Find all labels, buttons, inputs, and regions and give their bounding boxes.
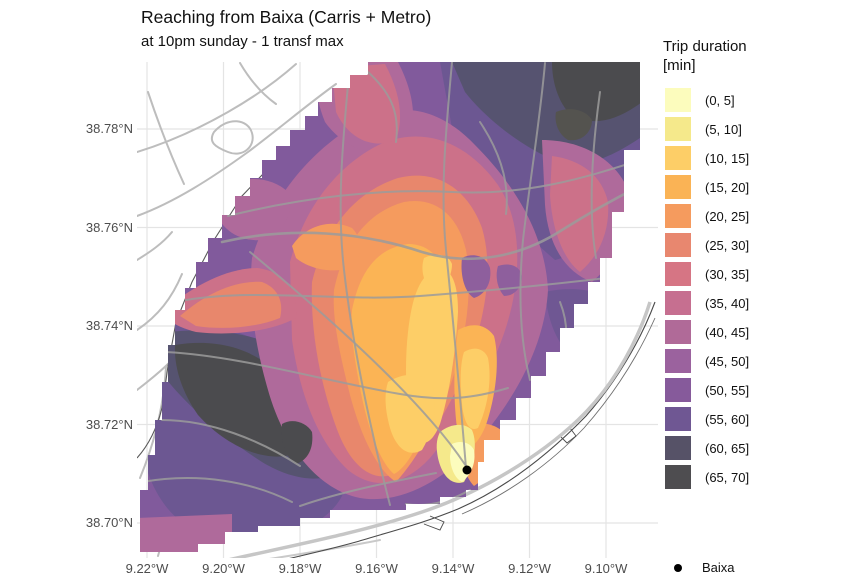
shore-road: [228, 301, 652, 558]
x-tick-label: 9.20°W: [202, 561, 245, 576]
legend-swatch: [665, 291, 691, 315]
legend-label: (30, 35]: [705, 267, 750, 282]
legend-label: (5, 10]: [705, 122, 742, 137]
legend-label: (45, 50]: [705, 354, 750, 369]
legend-label: (15, 20]: [705, 180, 750, 195]
legend-swatch: [665, 117, 691, 141]
x-tick-label: 9.18°W: [278, 561, 322, 576]
y-tick-label: 38.76°N: [85, 219, 133, 235]
legend-swatch: [665, 88, 691, 112]
legend-label: (25, 30]: [705, 238, 750, 253]
legend-swatch: [665, 407, 691, 431]
legend-swatch: [665, 378, 691, 402]
legend-label: (35, 40]: [705, 296, 750, 311]
figure-subtitle: at 10pm sunday - 1 transf max: [141, 33, 344, 50]
road-network-inner: [141, 62, 640, 507]
x-tick-label: 9.16°W: [355, 561, 398, 576]
legend-swatch: [665, 349, 691, 373]
legend-title: Trip duration [min]: [663, 38, 747, 74]
legend-label: (65, 70]: [705, 470, 750, 485]
x-tick-label: 9.22°W: [125, 561, 169, 576]
legend-swatch: [665, 436, 691, 460]
legend-swatch: [665, 465, 691, 489]
baixa-label: Baixa: [702, 560, 735, 575]
baixa-dot-icon: [674, 564, 682, 572]
legend-label: (0, 5]: [705, 93, 735, 108]
legend-label: (10, 15]: [705, 151, 750, 166]
legend-swatch: [665, 320, 691, 344]
y-tick-label: 38.74°N: [85, 318, 133, 333]
y-tick-label: 38.70°N: [85, 515, 133, 530]
legend-label: (60, 65]: [705, 441, 750, 456]
figure-title: Reaching from Baixa (Carris + Metro): [141, 7, 432, 27]
legend-swatch: [665, 233, 691, 257]
legend-label: (50, 55]: [705, 383, 750, 398]
map-panel: [137, 62, 658, 558]
legend-swatch: [665, 146, 691, 170]
y-tick-label: 38.78°N: [85, 121, 133, 136]
baixa-origin-dot: [462, 465, 472, 475]
legend-label: (20, 25]: [705, 209, 750, 224]
x-tick-label: 9.10°W: [584, 561, 628, 576]
legend-label: (40, 45]: [705, 325, 750, 340]
legend-swatch: [665, 262, 691, 286]
isochrone-raster: [140, 62, 640, 552]
y-tick-label: 38.72°N: [85, 416, 133, 432]
x-tick-label: 9.12°W: [508, 561, 551, 576]
legend-swatch: [665, 204, 691, 228]
legend-swatch: [665, 175, 691, 199]
x-tick-label: 9.14°W: [431, 561, 475, 576]
legend-label: (55, 60]: [705, 412, 750, 427]
